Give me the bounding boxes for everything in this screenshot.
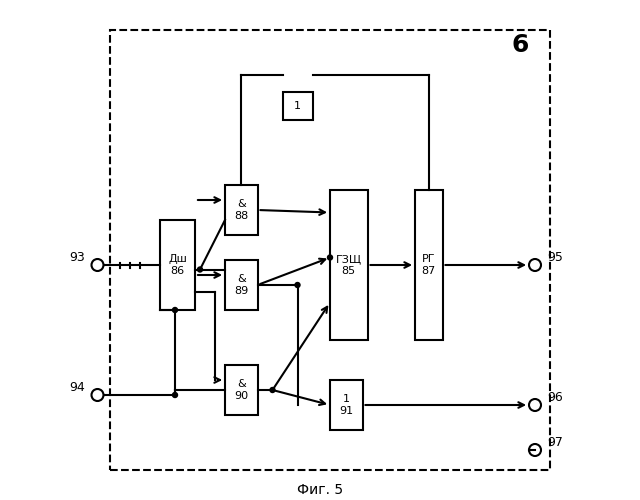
Text: 1: 1 — [294, 101, 301, 112]
FancyBboxPatch shape — [282, 92, 312, 120]
Text: ГЗЩ
85: ГЗЩ 85 — [336, 254, 362, 276]
FancyBboxPatch shape — [225, 365, 257, 415]
Circle shape — [328, 255, 333, 260]
Text: РГ
87: РГ 87 — [422, 254, 436, 276]
Circle shape — [270, 388, 275, 392]
FancyBboxPatch shape — [160, 220, 195, 310]
Text: 95: 95 — [547, 251, 563, 264]
Text: 97: 97 — [547, 436, 563, 449]
FancyBboxPatch shape — [225, 260, 257, 310]
FancyBboxPatch shape — [330, 380, 362, 430]
Text: 94: 94 — [69, 381, 85, 394]
Circle shape — [198, 267, 202, 272]
Text: 93: 93 — [69, 251, 85, 264]
Text: &
89: & 89 — [234, 274, 248, 296]
Circle shape — [173, 392, 177, 398]
FancyBboxPatch shape — [225, 185, 257, 235]
Text: &
90: & 90 — [234, 379, 248, 401]
Text: Дш
86: Дш 86 — [168, 254, 187, 276]
Text: &
88: & 88 — [234, 199, 248, 221]
FancyBboxPatch shape — [330, 190, 367, 340]
Circle shape — [295, 282, 300, 288]
Text: Фиг. 5: Фиг. 5 — [297, 483, 343, 497]
FancyBboxPatch shape — [415, 190, 442, 340]
Text: 6: 6 — [511, 33, 529, 57]
Circle shape — [173, 308, 177, 312]
Text: 1
91: 1 91 — [339, 394, 353, 416]
Text: 96: 96 — [547, 391, 563, 404]
